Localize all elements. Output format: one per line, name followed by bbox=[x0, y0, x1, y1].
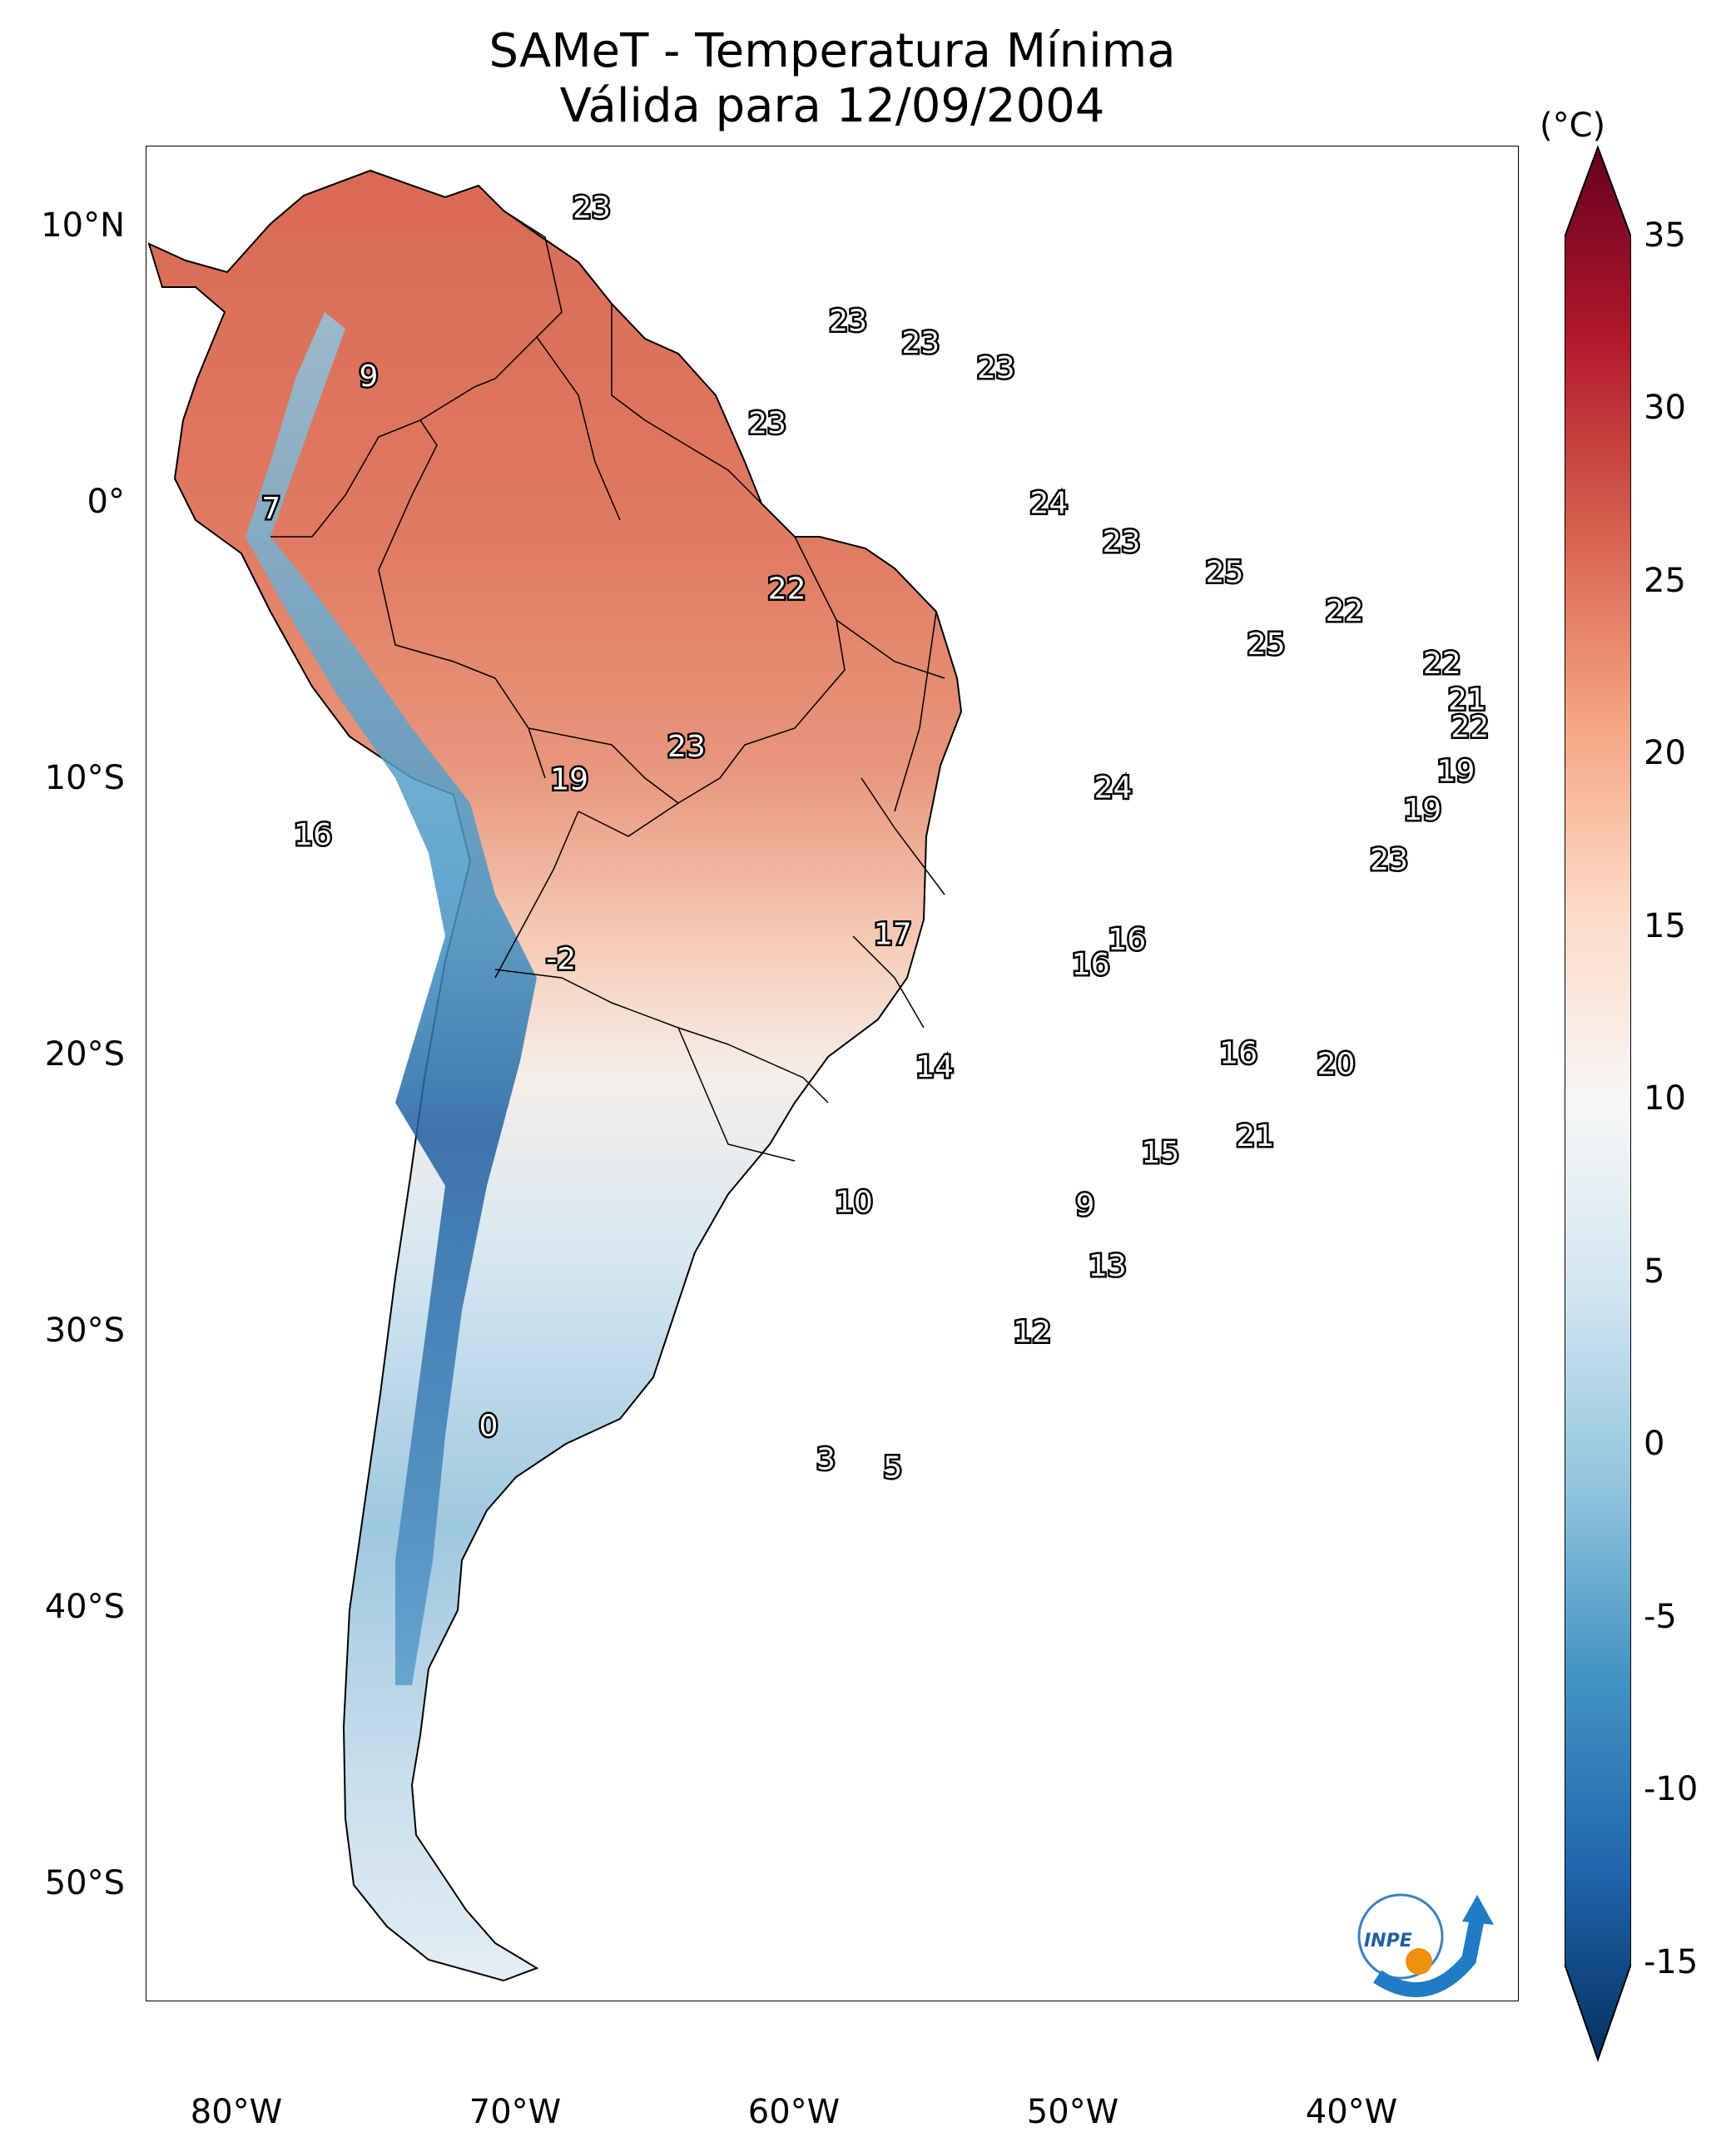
station-temperature-label: 15 bbox=[1141, 1136, 1179, 1170]
lat-tick: 40°S bbox=[44, 1588, 125, 1626]
station-temperature-label: 23 bbox=[748, 406, 786, 440]
colorbar-tick-label: 5 bbox=[1644, 1252, 1665, 1291]
station-temperature-label: 14 bbox=[915, 1050, 954, 1084]
station-temperature-label: 21 bbox=[1448, 682, 1486, 717]
lon-tick: 50°W bbox=[1026, 2093, 1119, 2131]
colorbar-tick-label: 15 bbox=[1644, 907, 1686, 945]
colorbar-tick-label: 35 bbox=[1644, 216, 1686, 255]
station-temperature-label: 22 bbox=[1423, 647, 1461, 681]
colorbar-tick-label: 20 bbox=[1644, 734, 1686, 772]
station-temperature-label: 20 bbox=[1317, 1048, 1356, 1082]
station-temperature-label: 9 bbox=[360, 359, 379, 394]
station-temperature-label: 23 bbox=[667, 730, 706, 764]
lat-tick: 50°S bbox=[44, 1864, 125, 1902]
lon-tick: 40°W bbox=[1305, 2093, 1398, 2131]
station-temperature-label: 5 bbox=[883, 1450, 902, 1485]
country-borders bbox=[270, 210, 945, 1162]
station-temperature-label: 23 bbox=[977, 351, 1015, 385]
station-temperature-label: 16 bbox=[294, 818, 332, 852]
station-temperature-label: 22 bbox=[1451, 711, 1489, 745]
station-temperature-label: 0 bbox=[479, 1410, 498, 1444]
lat-tick: 30°S bbox=[44, 1312, 125, 1350]
station-temperature-label: 23 bbox=[1103, 525, 1141, 559]
map-title: SAMeT - Temperatura Mínima bbox=[489, 24, 1176, 78]
station-temperature-label: 3 bbox=[816, 1442, 836, 1476]
station-temperature-label: 17 bbox=[874, 918, 912, 952]
colorbar-tick-label: 30 bbox=[1644, 389, 1686, 427]
lon-tick: 70°W bbox=[469, 2093, 562, 2131]
colorbar-tick-label: -10 bbox=[1644, 1770, 1699, 1808]
station-temperature-label: 22 bbox=[768, 573, 806, 607]
station-temperature-label: 16 bbox=[1219, 1036, 1257, 1070]
colorbar-tick-label: 0 bbox=[1644, 1425, 1665, 1463]
lon-tick: 60°W bbox=[747, 2093, 841, 2131]
station-temperature-label: 19 bbox=[1437, 755, 1476, 789]
colorbar-tick-label: 25 bbox=[1644, 562, 1686, 600]
andes-cold-band bbox=[246, 312, 537, 1685]
station-temperature-label: 16 bbox=[1108, 923, 1146, 957]
colorbar-ramp bbox=[1565, 146, 1631, 2063]
inpe-logo: INPE bbox=[1357, 1893, 1494, 1997]
station-temperature-label: 25 bbox=[1206, 556, 1244, 590]
lat-tick: 0° bbox=[87, 483, 125, 521]
map-subtitle: Válida para 12/09/2004 bbox=[559, 79, 1105, 133]
lat-tick: 10°S bbox=[44, 759, 125, 797]
logo-wordmark: INPE bbox=[1364, 1931, 1412, 1951]
station-temperature-label: 12 bbox=[1013, 1316, 1051, 1350]
station-temperature-label: 24 bbox=[1094, 771, 1133, 806]
colorbar-tick-label: -15 bbox=[1644, 1943, 1699, 1981]
station-temperature-label: 25 bbox=[1247, 627, 1286, 662]
colorbar-tick-label: -5 bbox=[1644, 1598, 1677, 1636]
station-temperature-label: 23 bbox=[1370, 843, 1408, 877]
station-temperature-label: 13 bbox=[1089, 1249, 1127, 1283]
station-temperature-label: 16 bbox=[1072, 948, 1110, 982]
lat-tick: 10°N bbox=[41, 206, 125, 245]
station-temperature-label: 24 bbox=[1029, 487, 1068, 521]
station-temperature-label: 23 bbox=[901, 326, 940, 360]
station-temperature-label: 19 bbox=[1403, 793, 1441, 827]
lat-tick: 20°S bbox=[44, 1035, 125, 1074]
lon-tick: 80°W bbox=[190, 2093, 283, 2131]
colorbar-unit: (°C) bbox=[1540, 107, 1606, 145]
station-temperature-label: 9 bbox=[1076, 1188, 1095, 1222]
station-temperature-label: 19 bbox=[550, 763, 588, 797]
colorbar-tick-label: 10 bbox=[1644, 1079, 1686, 1118]
colorbar bbox=[1565, 146, 1631, 2063]
station-temperature-label: 23 bbox=[573, 191, 611, 225]
station-temperature-label: 10 bbox=[835, 1186, 873, 1220]
station-temperature-label: -2 bbox=[546, 942, 576, 976]
station-temperature-label: 23 bbox=[829, 305, 867, 339]
station-temperature-label: 7 bbox=[261, 492, 280, 526]
station-temperature-label: 22 bbox=[1326, 594, 1364, 628]
station-temperature-label: 21 bbox=[1236, 1119, 1274, 1153]
